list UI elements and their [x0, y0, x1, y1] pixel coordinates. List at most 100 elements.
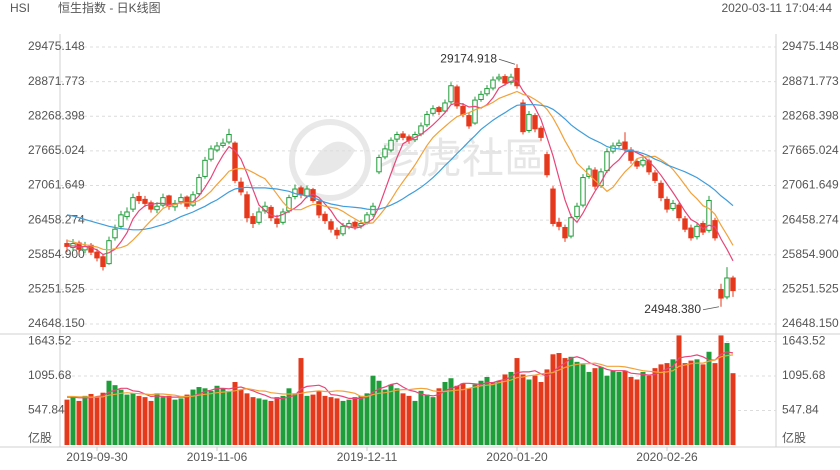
volume-bar: [478, 380, 484, 445]
volume-bar: [136, 395, 142, 445]
volume-bar: [394, 388, 400, 445]
volume-bar: [580, 364, 586, 445]
volume-bar: [76, 400, 82, 445]
volume-bar: [346, 399, 352, 445]
candle-body: [490, 79, 496, 89]
y-tick-label-right: 24648.150: [782, 316, 839, 330]
volume-bar: [442, 382, 448, 445]
candle-body: [682, 218, 688, 230]
candle-body: [532, 115, 538, 130]
candle-body: [496, 76, 502, 80]
candle-body: [334, 229, 340, 236]
chart-title: HSI: [10, 1, 30, 15]
candle-body: [214, 145, 220, 151]
candle-body: [268, 206, 274, 219]
y-tick-label: 27665.024: [28, 143, 85, 157]
candle-body: [670, 202, 676, 210]
volume-tick-label-right: 1095.68: [782, 368, 826, 382]
watermark-logo-mark: [305, 141, 355, 176]
candle-body: [574, 205, 580, 218]
y-tick-label-right: 26458.274: [782, 212, 839, 226]
volume-bar: [418, 390, 424, 445]
candle-body: [640, 159, 646, 166]
y-tick-label-right: 27061.649: [782, 178, 839, 192]
candle-body: [322, 213, 328, 222]
volume-bar: [274, 397, 280, 445]
volume-bar: [202, 388, 208, 445]
volume-bar: [526, 379, 532, 445]
candle-body: [382, 148, 388, 158]
low-annotation: 24948.380: [644, 302, 701, 316]
volume-bar: [376, 380, 382, 445]
candle-body: [634, 160, 640, 167]
candle-body: [340, 225, 346, 235]
volume-bar: [238, 389, 244, 445]
volume-bar: [454, 385, 460, 445]
volume-bar: [280, 395, 286, 445]
volume-bar: [226, 390, 232, 445]
volume-bar: [502, 374, 508, 445]
volume-tick-label: 1095.68: [28, 368, 72, 382]
volume-bar: [682, 363, 688, 445]
candle-body: [124, 211, 130, 218]
volume-bar: [172, 399, 178, 445]
chart-subtitle: 恒生指数 - 日K线图: [58, 0, 161, 15]
volume-bar: [700, 364, 706, 445]
volume-bar: [556, 353, 562, 445]
candle-body: [94, 251, 100, 259]
candle-body: [220, 142, 226, 146]
volume-bar: [424, 394, 430, 445]
volume-bar: [286, 388, 292, 445]
volume-unit: 亿股: [28, 430, 52, 445]
volume-bar: [400, 393, 406, 445]
candle-body: [466, 115, 472, 127]
candle-body: [556, 221, 562, 227]
candle-body: [616, 142, 622, 146]
volume-bar: [472, 384, 478, 445]
volume-bar: [214, 385, 220, 445]
candle-body: [472, 99, 478, 124]
volume-bar: [268, 400, 274, 445]
candle-body: [628, 149, 634, 161]
candle-body: [526, 113, 532, 132]
volume-bar: [316, 390, 322, 445]
candle-body: [136, 195, 142, 202]
candle-body: [712, 220, 718, 239]
volume-bar: [412, 400, 418, 445]
volume-ma-line: [67, 354, 734, 398]
volume-bar: [562, 358, 568, 445]
x-tick-label: 2020-01-20: [486, 450, 548, 464]
candle-body: [328, 221, 334, 230]
y-tick-label-right: 28268.398: [782, 108, 839, 122]
volume-bar: [538, 382, 544, 445]
candle-body: [316, 201, 322, 216]
volume-bar: [568, 356, 574, 445]
candle-body: [520, 102, 526, 133]
candle-body: [622, 141, 628, 150]
candle-body: [226, 134, 232, 143]
candle-body: [238, 181, 244, 193]
volume-bar: [706, 351, 712, 445]
candle-body: [514, 68, 520, 87]
timestamp: 2020-03-11 17:04:44: [721, 1, 832, 15]
candle-body: [358, 222, 364, 227]
volume-bar: [160, 397, 166, 445]
candle-body: [460, 105, 466, 115]
y-tick-label: 29475.148: [28, 39, 85, 53]
candle-body: [142, 198, 148, 204]
x-tick-label: 2019-09-30: [66, 450, 128, 464]
volume-bar: [82, 395, 88, 445]
volume-bar: [724, 342, 730, 445]
candle-body: [580, 177, 586, 206]
volume-bar: [154, 393, 160, 445]
x-tick-label: 2020-02-26: [636, 450, 698, 464]
candle-body: [304, 188, 310, 197]
volume-bar: [712, 363, 718, 445]
volume-bar: [382, 389, 388, 445]
candle-body: [160, 197, 166, 206]
volume-bar: [304, 395, 310, 445]
volume-bar: [640, 371, 646, 445]
volume-bar: [586, 371, 592, 445]
candle-body: [442, 102, 448, 112]
candle-body: [280, 211, 286, 223]
